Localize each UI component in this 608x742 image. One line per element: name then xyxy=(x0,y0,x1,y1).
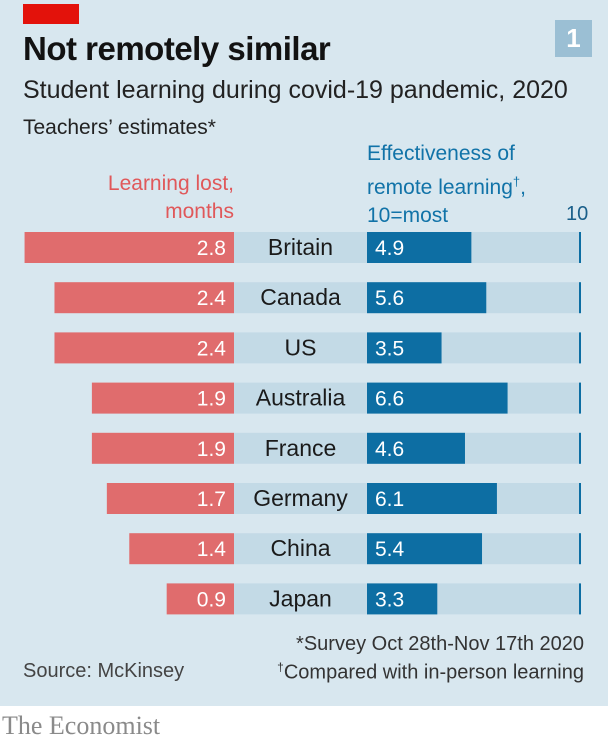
max-tick-line xyxy=(579,533,581,565)
footnote-survey: *Survey Oct 28th-Nov 17th 2020 xyxy=(296,633,584,655)
effectiveness-bar xyxy=(367,583,438,615)
effectiveness-bar xyxy=(367,232,472,263)
learning-lost-value: 1.4 xyxy=(197,538,227,561)
country-label: Australia xyxy=(256,385,346,411)
learning-lost-value: 1.9 xyxy=(197,438,226,461)
legend-learning-lost: Learning lost, months xyxy=(108,170,234,226)
chart-title: Not remotely similar xyxy=(23,30,331,67)
legend-effectiveness-line2: remote learning xyxy=(367,176,513,199)
country-label: US xyxy=(285,334,317,360)
learning-lost-value: 2.4 xyxy=(197,337,227,360)
effectiveness-value: 4.6 xyxy=(375,438,404,461)
learning-lost-bar xyxy=(91,382,234,414)
chart-note: Teachers’ estimates* xyxy=(23,116,216,139)
legend-learning-lost-line1: Learning lost, xyxy=(107,172,234,195)
learning-lost-bar xyxy=(91,432,234,464)
axis-max-label: 10 xyxy=(566,203,589,225)
chart-subtitle: Student learning during covid-19 pandemi… xyxy=(23,76,568,104)
max-tick-line xyxy=(579,332,581,364)
max-tick-line xyxy=(579,432,581,464)
legend-comma: , xyxy=(520,176,526,199)
source-note: Source: McKinsey xyxy=(23,660,185,682)
effectiveness-value: 5.6 xyxy=(375,287,404,310)
effectiveness-bar xyxy=(367,483,497,514)
legend-effectiveness-line1: Effectiveness of xyxy=(367,142,515,165)
learning-lost-value: 0.9 xyxy=(197,588,226,611)
effectiveness-value: 3.5 xyxy=(375,337,404,360)
learning-lost-value: 1.9 xyxy=(197,388,226,411)
legend-effectiveness: Effectiveness of remote learning†, 10=mo… xyxy=(367,140,526,230)
effectiveness-value: 4.9 xyxy=(375,237,404,260)
country-label: France xyxy=(265,435,337,461)
effectiveness-value: 6.6 xyxy=(375,388,404,411)
effectiveness-value: 6.1 xyxy=(375,488,404,511)
legend-effectiveness-line3: 10=most xyxy=(367,204,449,227)
learning-lost-bar xyxy=(106,483,234,514)
learning-lost-bar xyxy=(54,332,235,364)
learning-lost-bar xyxy=(54,282,235,314)
learning-lost-bar xyxy=(129,533,234,565)
footnote-compared-text: Compared with in-person learning xyxy=(283,661,584,684)
learning-lost-value: 2.8 xyxy=(197,237,226,260)
footnote-dagger: † xyxy=(277,660,284,674)
effectiveness-bar xyxy=(367,332,442,364)
max-tick-line xyxy=(579,282,581,314)
brand-red-tag xyxy=(23,4,79,24)
country-label: Japan xyxy=(269,585,332,611)
learning-lost-value: 2.4 xyxy=(197,287,227,310)
economist-logo: The Economist xyxy=(2,711,161,740)
country-label: China xyxy=(270,535,330,561)
effectiveness-value: 5.4 xyxy=(375,538,405,561)
chart-number-badge: 1 xyxy=(555,20,592,57)
effectiveness-bar xyxy=(367,282,487,314)
country-label: Canada xyxy=(260,284,341,310)
max-tick-line xyxy=(579,583,581,615)
learning-lost-bar xyxy=(24,232,235,263)
effectiveness-bar xyxy=(367,432,465,464)
country-label: Britain xyxy=(268,234,333,260)
country-label: Germany xyxy=(253,485,348,511)
effectiveness-bar xyxy=(367,533,483,565)
learning-lost-bar xyxy=(166,583,234,615)
effectiveness-bar xyxy=(367,382,508,414)
dagger-mark: † xyxy=(512,174,521,189)
max-tick-line xyxy=(579,232,581,263)
bar-chart: 2.8 Britain 4.9 2.4 Canada 5.6 2.4 US 3.5 1.9 Aust… xyxy=(24,232,581,615)
legend-learning-lost-line2: months xyxy=(165,200,234,223)
max-tick-line xyxy=(579,382,581,414)
effectiveness-value: 3.3 xyxy=(375,588,404,611)
learning-lost-value: 1.7 xyxy=(197,488,226,511)
max-tick-line xyxy=(579,483,581,514)
footnote-compared: †Compared with in-person learning xyxy=(277,660,584,685)
